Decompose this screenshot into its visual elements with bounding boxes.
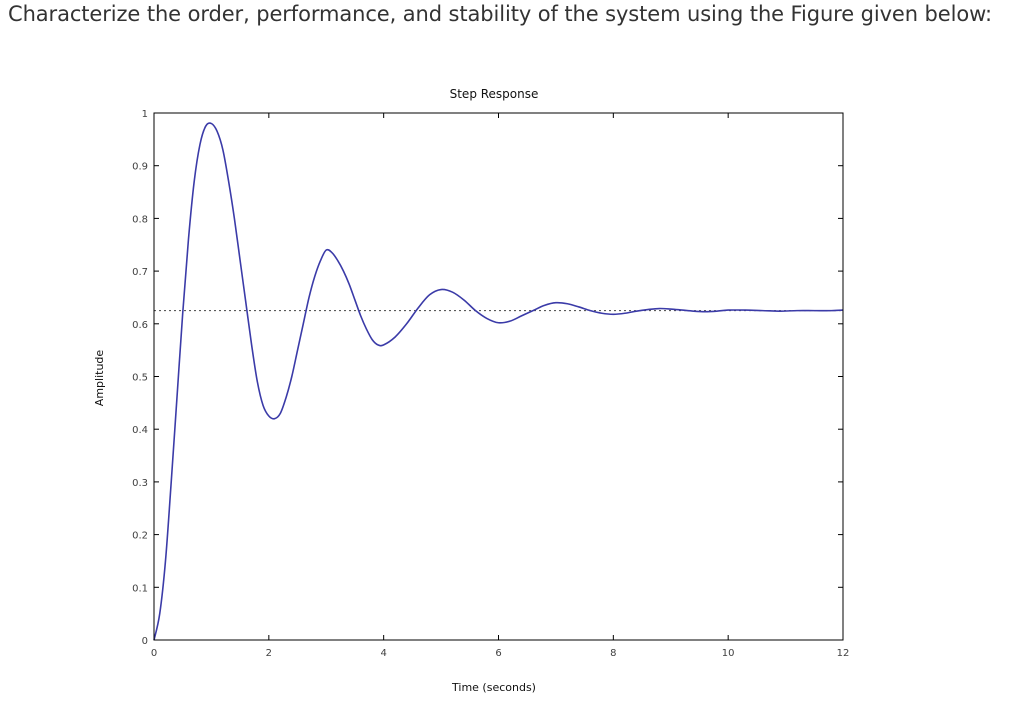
y-tick-label: 0.6: [132, 320, 148, 331]
plot-frame: [153, 112, 844, 641]
y-tick-label: 0.8: [132, 214, 148, 225]
x-tick-label: 10: [722, 648, 735, 659]
x-axis-label: Time (seconds): [451, 681, 536, 694]
x-tick-label: 6: [495, 648, 501, 659]
x-tick-label: 4: [380, 648, 386, 659]
step-response-line: [153, 122, 844, 641]
tick-layer: 0 2 4 6 8 10 12 0 0.1 0.2 0.3 0.4 0.5 0.6 0.7 0.8 0.9 1: [132, 109, 849, 659]
y-tick-label: 0.7: [132, 267, 148, 278]
y-tick-label: 0.3: [132, 478, 148, 489]
y-axis-label: Amplitude: [93, 350, 106, 407]
y-tick-label: 0: [142, 636, 148, 647]
question-text: Characterize the order, performance, and…: [8, 2, 992, 26]
y-tick-label: 0.2: [132, 531, 148, 542]
y-tick-label: 0.9: [132, 162, 148, 173]
y-tick-label: 0.1: [132, 583, 148, 594]
x-tick-label: 0: [151, 648, 157, 659]
y-tick-label: 0.4: [132, 425, 148, 436]
x-tick-label: 8: [610, 648, 616, 659]
y-tick-label: 0.5: [132, 373, 148, 384]
x-tick-label: 12: [837, 648, 850, 659]
x-tick-label: 2: [266, 648, 272, 659]
chart-title: Step Response: [450, 87, 539, 101]
y-tick-label: 1: [142, 109, 148, 120]
